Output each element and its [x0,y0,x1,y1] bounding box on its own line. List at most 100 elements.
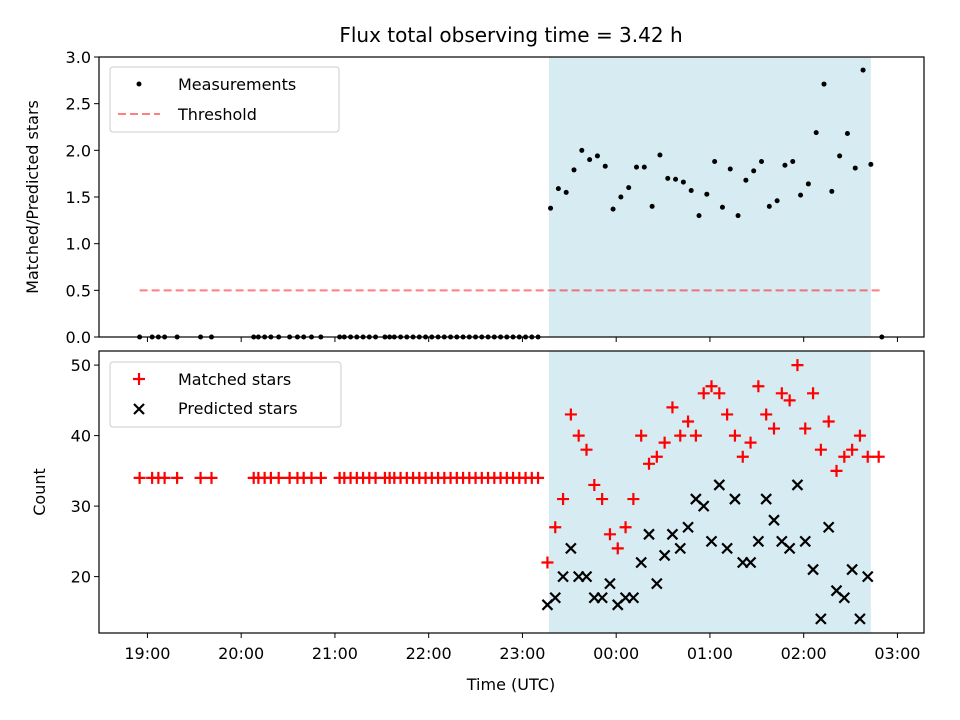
measurement-point [618,194,624,200]
matched-point [814,443,827,456]
measurement-point [657,152,663,158]
matched-point [564,408,577,421]
measurement-point [634,164,639,170]
matched-point [650,450,663,463]
measurement-point [673,176,679,182]
observing-window-band [549,57,871,337]
predicted-point [791,479,804,491]
matched-point [768,422,780,435]
matched-point [799,422,812,435]
predicted-point [752,535,765,548]
y-tick-label: 40 [71,427,91,446]
measurement-point [626,185,632,191]
predicted-point [596,591,608,604]
predicted-point [846,563,858,576]
y-tick-label: 2.5 [66,95,91,114]
measurement-point [868,161,874,167]
y-tick-label: 0.0 [66,328,91,347]
matched-legend-marker [133,373,145,385]
measurement-point [704,191,710,197]
matched-point [853,429,866,442]
matched-point [272,471,285,484]
matched-point [643,457,655,470]
measurement-point [696,213,702,219]
matched-point [572,429,585,442]
y-tick-label: 20 [71,568,91,587]
y-tick-label: 50 [71,356,91,375]
predicted-point [822,521,835,534]
measurement-point [821,81,827,87]
matched-point [158,471,171,484]
x-tick-label: 20:00 [218,644,264,663]
matched-point [791,359,804,372]
measurement-point [860,67,866,73]
predicted-point [658,549,671,562]
matched-point [205,471,218,484]
x-tick-label: 01:00 [687,644,733,663]
measurements-legend-marker [136,81,142,87]
matched-point [611,542,624,555]
predicted-point [815,613,827,625]
top-y-axis: 0.0 0.5 1.0 1.5 2.0 2.5 3.0 [66,48,99,347]
measurement-point [688,187,694,193]
y-tick-label: 30 [71,497,91,516]
y-tick-label: 2.0 [66,141,91,160]
matched-point [697,387,710,400]
matched-point [689,429,702,442]
predicted-point [580,570,593,583]
y-tick-label: 3.0 [66,48,91,67]
measurement-point [649,203,655,209]
matched-point [133,471,146,484]
bottom-x-axis: 19:00 20:00 21:00 22:00 23:00 00:00 01:00 02:00… [124,633,920,663]
measurement-point [665,175,671,181]
matched-point [822,415,835,428]
predicted-point [565,542,577,555]
matched-point [838,450,851,463]
matched-point [627,493,640,506]
top-x-ticks [146,337,898,342]
matched-point [705,380,718,393]
x-tick-label: 22:00 [406,644,452,663]
y-tick-label: 1.5 [66,188,91,207]
measurement-point [790,159,796,165]
measurement-point [844,131,850,137]
matched-legend-label: Matched stars [178,370,291,389]
measurement-point [594,153,600,159]
matched-point [541,556,554,569]
star-count-panel: 20 30 40 50 19:00 20:00 21:00 22:00 23:00 00:00 0… [30,350,925,694]
predicted-point [604,577,616,590]
bottom-y-axis: 20 30 40 50 [71,356,99,587]
y-tick-label: 1.0 [66,235,91,254]
predicted-point [861,570,874,583]
measurement-point [774,198,780,204]
matched-point [532,471,545,484]
predicted-point [854,613,866,625]
predicted-point [799,535,812,548]
predicted-point [697,500,710,512]
measurement-point [563,189,569,195]
matched-star-points [133,359,885,569]
matched-point [760,408,773,421]
matched-point [194,471,207,484]
matched-point [744,436,757,449]
measurement-point [798,192,804,198]
measurement-point [751,168,757,174]
chart-title: Flux total observing time = 3.42 h [339,23,682,47]
measurement-point [837,153,843,159]
measurement-point [587,157,593,163]
matched-point [557,493,570,506]
observing-window-band [549,351,871,633]
predicted-point [635,556,647,569]
measurement-point [719,204,725,210]
flux-ratio-panel: 0.0 0.5 1.0 1.5 2.0 2.5 3.0 Matched/Predicted … [23,48,925,347]
matched-point [752,380,765,393]
predicted-point [721,542,733,555]
predicted-point [713,479,726,491]
measurement-point [571,167,577,173]
legend-frame [109,66,340,133]
matched-point [171,471,184,484]
predicted-point [705,535,718,548]
predicted-point [651,577,663,590]
matched-point [872,450,885,463]
